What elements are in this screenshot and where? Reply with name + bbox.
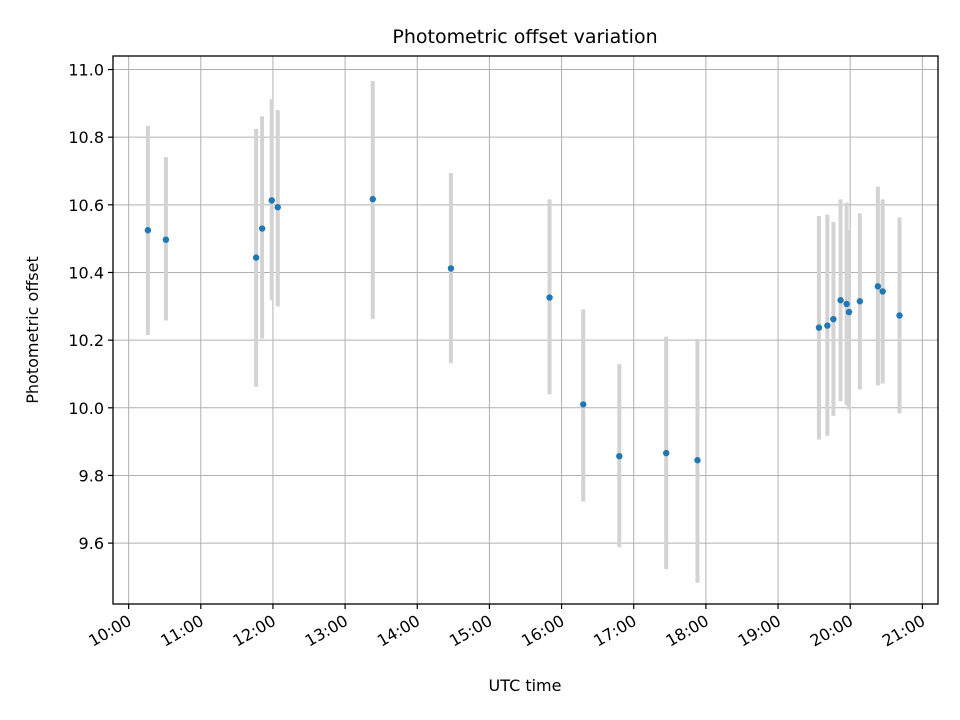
y-tick-label: 9.8 xyxy=(79,466,104,485)
y-tick-label: 10.8 xyxy=(68,128,104,147)
data-point xyxy=(879,288,886,295)
data-point xyxy=(830,315,837,323)
data-point xyxy=(580,401,587,408)
data-point xyxy=(663,449,670,457)
y-axis-ticks: 9.6 9.8 10.0 10.2 10.4 10.6 10.8 11.0 xyxy=(68,61,113,553)
y-tick-label: 10.6 xyxy=(68,196,104,215)
data-points xyxy=(144,195,903,464)
data-point xyxy=(843,300,850,308)
y-tick-label: 10.2 xyxy=(68,331,104,350)
data-point xyxy=(856,298,864,305)
data-point xyxy=(447,265,455,272)
data-point xyxy=(845,308,853,316)
data-point xyxy=(252,254,260,261)
x-axis-title: UTC time xyxy=(489,676,562,695)
data-point xyxy=(837,297,844,304)
y-tick-label: 9.6 xyxy=(79,534,104,553)
data-point xyxy=(616,452,623,460)
data-point xyxy=(369,195,376,203)
data-point xyxy=(162,236,170,243)
data-point xyxy=(694,457,701,464)
data-point xyxy=(144,227,152,234)
data-point xyxy=(874,283,882,290)
y-tick-label: 10.0 xyxy=(68,399,104,418)
chart-title: Photometric offset variation xyxy=(392,26,657,48)
plot-frame xyxy=(112,55,939,605)
data-point xyxy=(824,322,831,329)
y-axis-title: Photometric offset xyxy=(23,256,42,404)
y-tick-label: 11.0 xyxy=(68,61,104,80)
data-point xyxy=(896,312,903,319)
grid xyxy=(113,56,938,604)
data-point xyxy=(258,225,266,232)
data-point xyxy=(268,197,275,204)
data-point xyxy=(815,324,823,331)
y-tick-label: 10.4 xyxy=(68,263,104,282)
data-point xyxy=(546,294,553,301)
data-point xyxy=(274,204,281,211)
